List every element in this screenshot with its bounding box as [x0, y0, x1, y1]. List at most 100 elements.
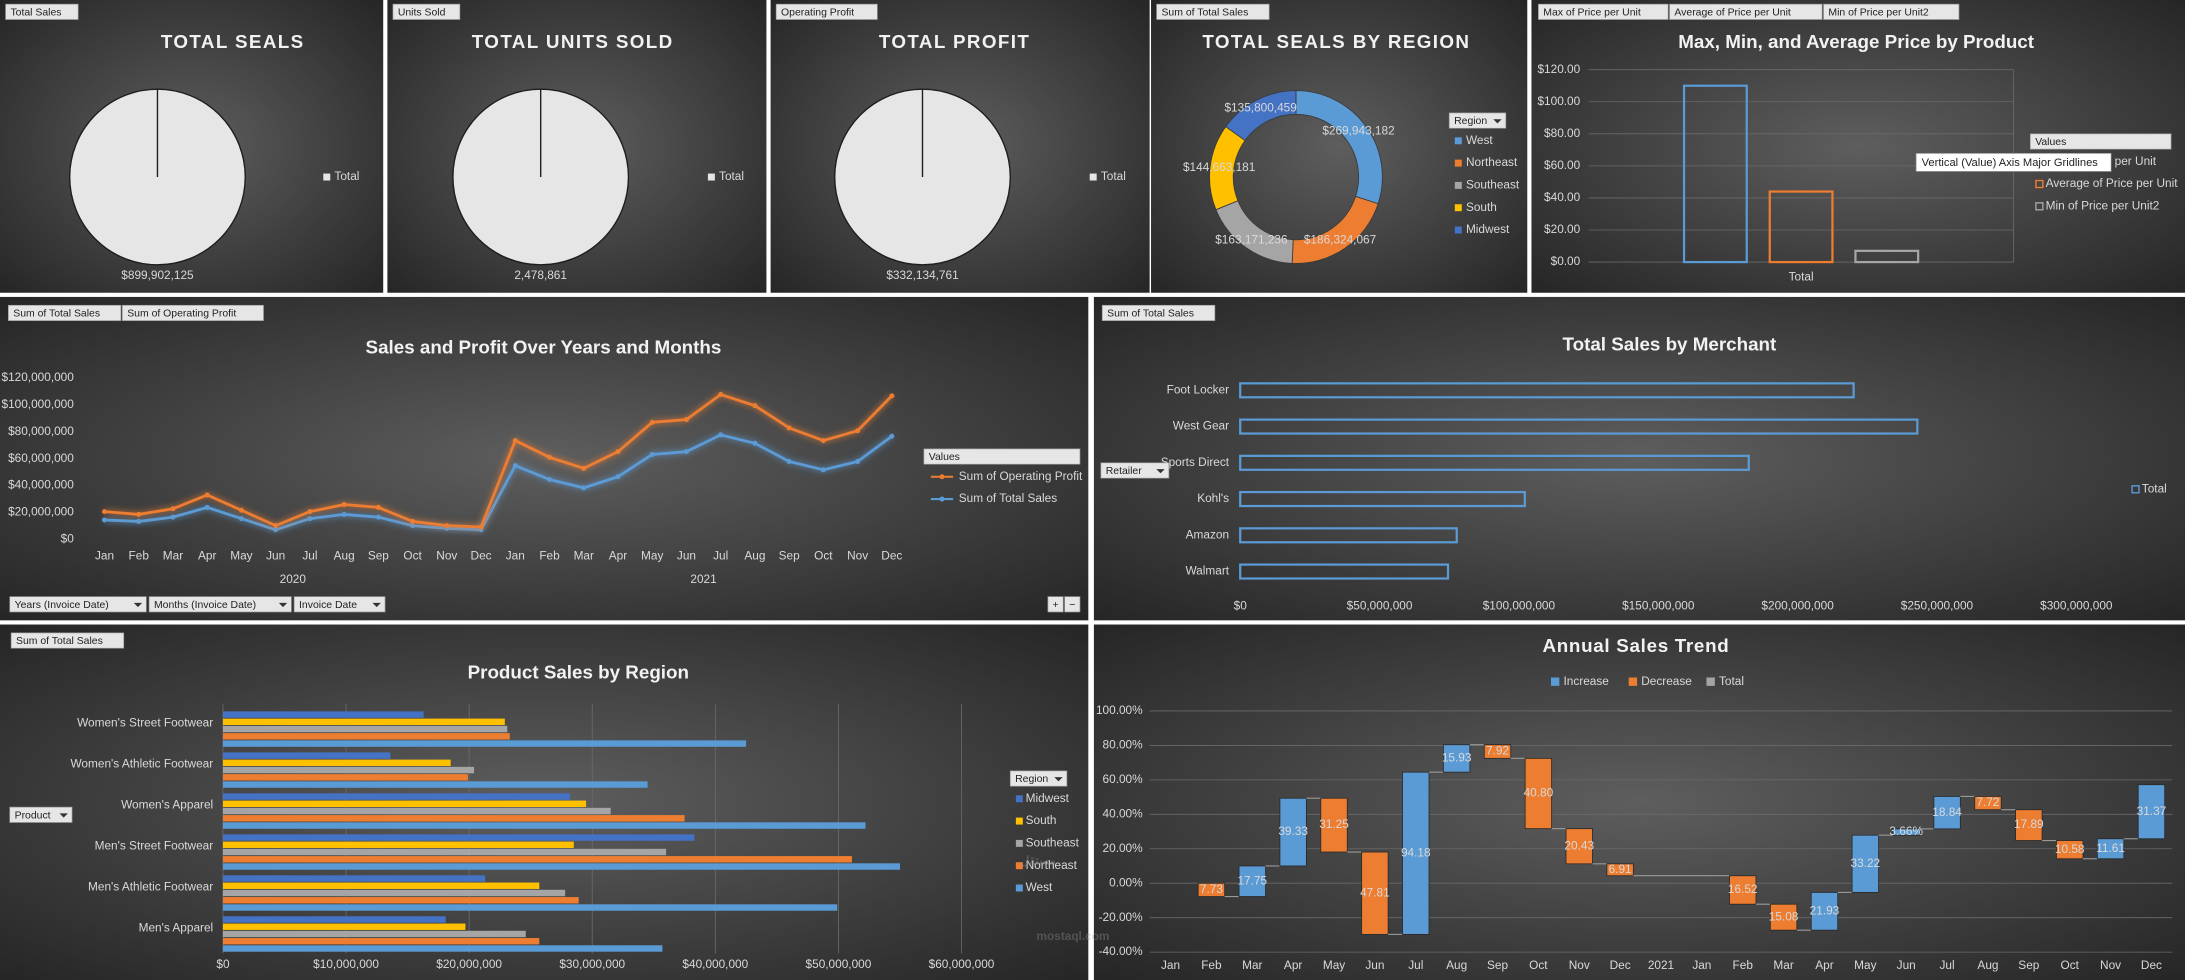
legend-swatch: [2035, 179, 2044, 189]
line-marker: [615, 449, 621, 455]
x-tick-label: Feb: [1201, 958, 1222, 972]
field-button-label: Values: [929, 452, 960, 463]
field-button[interactable]: [392, 3, 461, 20]
bar: [222, 711, 424, 718]
field-button[interactable]: [8, 304, 122, 321]
line-marker: [547, 454, 553, 460]
field-button[interactable]: [1009, 770, 1068, 787]
line-marker: [307, 516, 313, 522]
x-tick-label: Apr: [1284, 958, 1302, 972]
y-tick-label: $40.00: [1544, 190, 1581, 204]
dropdown-arrow: [372, 602, 381, 608]
x-tick-label: Dec: [2141, 958, 2162, 972]
field-button[interactable]: [1538, 3, 1669, 20]
zoom-button[interactable]: [1047, 596, 1064, 613]
x-tick-label: Jan: [1692, 958, 1711, 972]
legend-swatch: [707, 173, 715, 181]
zoom-button[interactable]: [1064, 596, 1081, 613]
x-tick-label: Jan: [1161, 958, 1180, 972]
legend-swatch: [1454, 204, 1462, 212]
y-tick-label: $120.00: [1537, 62, 1580, 76]
line-marker: [683, 449, 689, 455]
line-marker: [512, 438, 518, 444]
data-label: 20.43: [1564, 838, 1594, 852]
data-label: 21.93: [1810, 903, 1840, 917]
legend-label: Min of Price per Unit2: [2046, 198, 2160, 212]
field-button[interactable]: [1823, 3, 1960, 20]
data-label: 47.81: [1360, 885, 1390, 899]
bar: [222, 875, 486, 882]
bar: [222, 752, 391, 759]
x-tick-label: $20,000,000: [436, 957, 502, 971]
line-marker: [786, 425, 792, 431]
legend-label: Sum of Operating Profit: [959, 469, 1083, 483]
x-tick-label: May: [1854, 958, 1876, 972]
line-marker: [341, 511, 347, 517]
x-tick-label: $40,000,000: [682, 957, 748, 971]
field-button[interactable]: [1100, 462, 1170, 479]
x-tick-label: Aug: [744, 548, 765, 562]
data-label: 3.66%: [1889, 824, 1923, 838]
data-label: 10.58: [2055, 842, 2085, 856]
x-tick-label: Apr: [1815, 958, 1833, 972]
x-tick-label: Apr: [198, 548, 216, 562]
field-button[interactable]: [1448, 112, 1507, 129]
bar: [222, 904, 838, 911]
field-button[interactable]: [775, 3, 878, 20]
field-button[interactable]: [1101, 304, 1216, 321]
y-tick-label: Kohl's: [1197, 491, 1229, 505]
line-marker: [718, 391, 724, 397]
bar: [222, 923, 466, 930]
bar: [222, 793, 571, 800]
y-tick-label: Women's Athletic Footwear: [70, 757, 213, 771]
y-tick-label: 80.00%: [1103, 738, 1144, 752]
field-button[interactable]: [10, 632, 125, 649]
donut-slice: [1225, 90, 1297, 142]
x-tick-label: $100,000,000: [1483, 599, 1556, 613]
bar: [1239, 418, 1919, 435]
y-tick-label: $120,000,000: [2, 370, 75, 384]
line-marker: [375, 514, 381, 520]
x-tick-label: Feb: [129, 548, 150, 562]
field-button-label: Values: [2035, 137, 2066, 148]
x-tick-label: $50,000,000: [1347, 599, 1413, 613]
legend-swatch: [1550, 677, 1560, 686]
line-series: [104, 433, 893, 532]
x-tick-label: 2021: [1648, 958, 1674, 972]
x-tick-label: $60,000,000: [929, 957, 995, 971]
line-marker: [889, 393, 895, 399]
x-tick-label: Aug: [334, 548, 355, 562]
bar: [222, 916, 446, 923]
bar: [222, 725, 508, 733]
y-tick-label: -20.00%: [1099, 910, 1144, 924]
field-button[interactable]: [1156, 3, 1270, 20]
field-button[interactable]: [5, 3, 79, 20]
line-marker: [615, 474, 621, 480]
zoom-button-label: −: [1069, 600, 1075, 611]
legend-swatch: [1089, 173, 1097, 181]
x-tick-label: $0: [216, 957, 230, 971]
field-button[interactable]: [9, 596, 147, 613]
field-button[interactable]: [2029, 133, 2172, 150]
field-button[interactable]: [293, 596, 386, 613]
tooltip-text: Vertical (Value) Axis Major Gridlines: [1922, 157, 2099, 169]
line-marker: [136, 511, 142, 517]
waterfall-bar: [1361, 851, 1389, 935]
bar: [222, 822, 866, 829]
field-button[interactable]: [923, 448, 1081, 465]
dropdown-arrow: [59, 813, 68, 818]
bar: [222, 848, 667, 856]
field-button[interactable]: [9, 806, 73, 823]
data-label: 40.80: [1524, 786, 1554, 800]
line-marker: [581, 485, 587, 491]
y-tick-label: Men's Street Footwear: [95, 839, 214, 853]
field-button[interactable]: [1669, 3, 1823, 20]
legend-label: West: [1026, 880, 1053, 894]
bar: [222, 856, 852, 863]
y-tick-label: Women's Street Footwear: [77, 716, 213, 730]
field-button[interactable]: [122, 304, 264, 321]
field-button[interactable]: [148, 596, 292, 613]
line-marker: [649, 419, 655, 425]
x-tick-label: $50,000,000: [806, 957, 872, 971]
dropdown-arrow: [1156, 469, 1165, 474]
